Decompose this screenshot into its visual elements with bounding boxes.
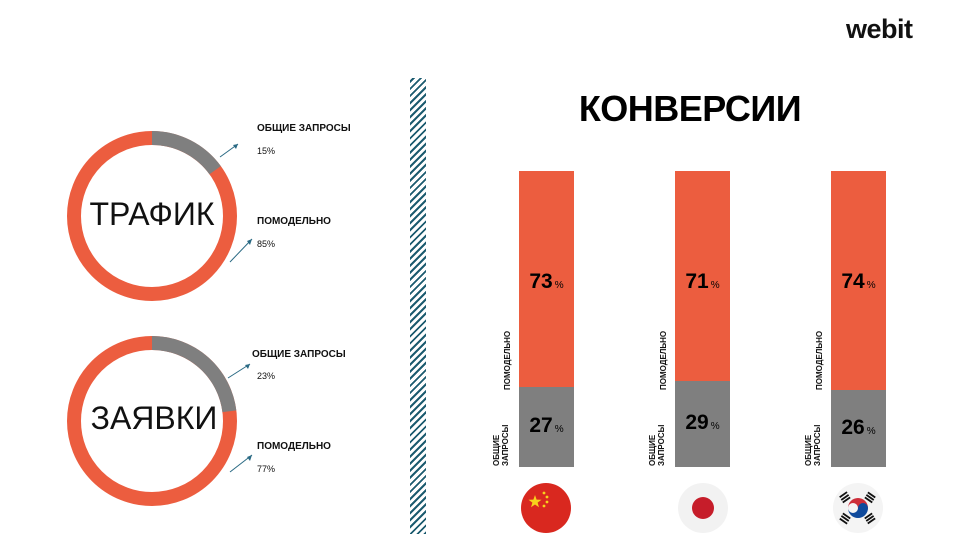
conversion-bar: 71% 29% [675,171,730,467]
requests-donut-chart [67,336,237,506]
data-label-percent-sign: % [710,421,720,432]
bar-segment-general-requests [675,381,730,467]
data-label-percent-sign: % [554,280,564,291]
data-label-value: 74 [841,270,865,293]
data-label-general-requests: 26% [831,416,886,440]
legend-value-by-model: 85% [257,239,276,249]
legend-value-by-model: 77% [257,464,276,474]
donut-segment-general-requests [67,131,237,301]
donut-segment-general-requests [67,336,237,506]
axis-label-by-model: ПОМОДЕЛЬНО [815,330,824,390]
data-label-value: 29 [685,411,709,434]
china-flag-icon [521,483,571,533]
japan-flag-icon [678,483,728,533]
bar-segment-by-model [519,171,574,387]
data-label-general-requests: 29% [675,411,730,435]
legend-value-general-requests: 23% [257,371,276,381]
axis-label-general-requests: ОБЩИЕ ЗАПРОСЫ [648,425,666,467]
conversion-bar: 73% 27% [519,171,574,467]
legend-value-general-requests: 15% [257,146,276,156]
bar-segment-by-model [831,171,886,390]
hatched-divider [410,78,426,534]
conversion-bar: 74% 26% [831,171,886,467]
legend-arrow [229,238,253,263]
data-label-value: 71 [685,270,709,293]
data-label-percent-sign: % [866,280,876,291]
legend-arrow [229,454,253,473]
data-label-general-requests: 27% [519,414,574,438]
axis-label-by-model: ПОМОДЕЛЬНО [659,330,668,390]
axis-label-line: ОБЩИЕ [492,434,501,466]
bar-segment-general-requests [831,390,886,467]
axis-label-general-requests: ОБЩИЕ ЗАПРОСЫ [804,425,822,467]
data-label-percent-sign: % [866,426,876,437]
axis-label-line: ЗАПРОСЫ [813,424,822,467]
legend-arrow [219,143,239,158]
legend-title-by-model: ПОМОДЕЛЬНО [257,441,331,452]
legend-arrow [227,363,251,379]
data-label-by-model: 74% [831,270,886,294]
axis-label-line: ОБЩИЕ [648,434,657,466]
axis-label-line: ОБЩИЕ [804,434,813,466]
axis-label-line: ЗАПРОСЫ [657,424,666,467]
data-label-value: 27 [529,414,553,437]
bar-segment-by-model [675,171,730,381]
bar-segment-general-requests [519,387,574,467]
data-label-value: 73 [529,270,553,293]
axis-label-by-model: ПОМОДЕЛЬНО [503,330,512,390]
legend-title-general-requests: ОБЩИЕ ЗАПРОСЫ [252,349,346,360]
data-label-value: 26 [841,416,865,439]
axis-label-general-requests: ОБЩИЕ ЗАПРОСЫ [492,425,510,467]
legend-title-general-requests: ОБЩИЕ ЗАПРОСЫ [257,123,351,134]
data-label-by-model: 73% [519,270,574,294]
legend-title-by-model: ПОМОДЕЛЬНО [257,216,331,227]
webit-logo: webit [846,14,913,44]
data-label-percent-sign: % [554,424,564,435]
south-korea-flag-icon [833,483,883,533]
data-label-percent-sign: % [710,280,720,291]
traffic-donut-label: ТРАФИК [89,196,215,232]
requests-donut-label: ЗАЯВКИ [90,400,218,436]
traffic-donut-chart [67,131,237,301]
axis-label-line: ЗАПРОСЫ [501,424,510,467]
conversions-title: КОНВЕРСИИ [578,88,802,129]
data-label-by-model: 71% [675,270,730,294]
